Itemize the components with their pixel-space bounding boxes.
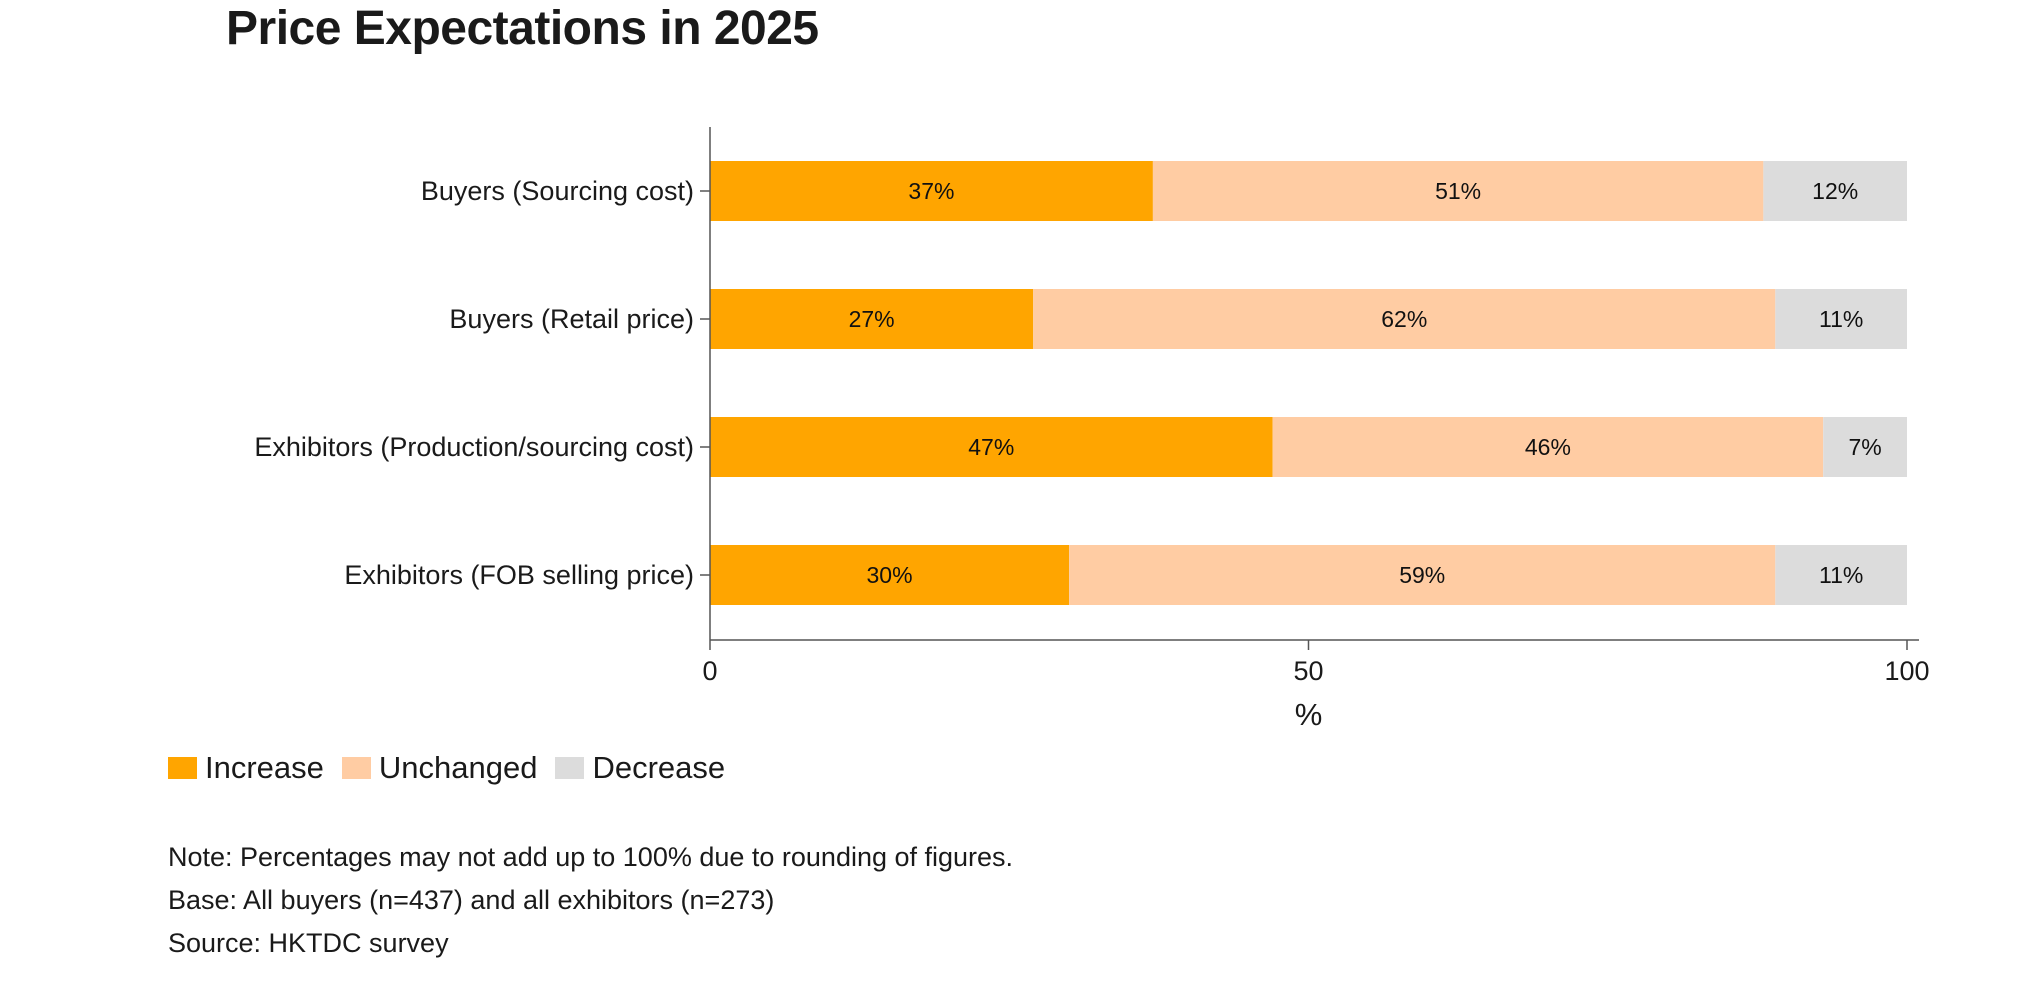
data-label-unchanged-2: 62%	[1381, 306, 1427, 332]
category-label-4: Exhibitors (FOB selling price)	[344, 560, 694, 590]
x-axis-title: %	[1295, 697, 1323, 732]
data-label-unchanged-1: 51%	[1435, 178, 1481, 204]
chart-title: Price Expectations in 2025	[226, 2, 819, 55]
bar-increase-4	[710, 545, 1070, 605]
note-text: Note: Percentages may not add up to 100%…	[168, 842, 1014, 872]
bar-increase-1	[710, 161, 1153, 221]
legend-swatch-unchanged	[341, 757, 371, 779]
bar-unchanged-1	[1152, 161, 1764, 221]
bar-unchanged-4	[1069, 545, 1776, 605]
bar-unchanged-2	[1033, 289, 1776, 349]
legend-item-unchanged: Unchanged	[341, 750, 538, 786]
source-text: Source: HKTDC survey	[168, 928, 449, 958]
data-label-decrease-3: 7%	[1848, 434, 1881, 460]
legend-label-unchanged: Unchanged	[378, 750, 538, 785]
data-label-decrease-2: 11%	[1819, 306, 1863, 332]
x-tick-label-3: 100	[1884, 656, 1929, 686]
legend-item-increase: Increase	[168, 750, 324, 786]
bar-decrease-3	[1823, 417, 1907, 477]
legend-swatch-increase	[168, 757, 197, 779]
data-label-increase-4: 30%	[867, 562, 913, 588]
bar-decrease-1	[1763, 161, 1907, 221]
category-label-1: Buyers (Sourcing cost)	[421, 176, 694, 206]
base-text: Base: All buyers (n=437) and all exhibit…	[168, 885, 775, 915]
chart-footnotes: Note: Percentages may not add up to 100%…	[168, 836, 1013, 965]
data-label-increase-2: 27%	[849, 306, 895, 332]
bar-increase-2	[710, 289, 1034, 349]
bar-decrease-2	[1775, 289, 1907, 349]
legend-item-decrease: Decrease	[555, 750, 725, 786]
data-label-unchanged-4: 59%	[1399, 562, 1445, 588]
legend-label-increase: Increase	[205, 750, 324, 785]
legend-label-decrease: Decrease	[592, 750, 726, 785]
bar-unchanged-3	[1272, 417, 1824, 477]
legend-swatch-decrease	[555, 757, 585, 779]
data-label-decrease-1: 12%	[1812, 178, 1858, 204]
bar-decrease-4	[1775, 545, 1907, 605]
data-label-unchanged-3: 46%	[1525, 434, 1571, 460]
chart-legend: Increase Unchanged Decrease	[168, 750, 743, 786]
data-label-decrease-4: 11%	[1819, 562, 1863, 588]
category-label-2: Buyers (Retail price)	[449, 304, 694, 334]
x-tick-label-1: 0	[702, 656, 717, 686]
x-tick-label-2: 50	[1293, 656, 1323, 686]
bar-increase-3	[710, 417, 1273, 477]
category-label-3: Exhibitors (Production/sourcing cost)	[254, 432, 694, 462]
data-label-increase-3: 47%	[968, 434, 1014, 460]
data-label-increase-1: 37%	[908, 178, 954, 204]
